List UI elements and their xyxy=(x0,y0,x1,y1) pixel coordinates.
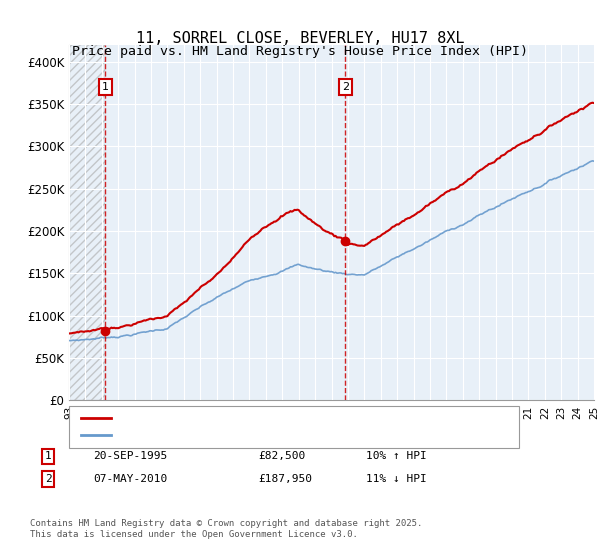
Text: HPI: Average price, detached house, East Riding of Yorkshire: HPI: Average price, detached house, East… xyxy=(117,430,492,440)
Text: 1: 1 xyxy=(102,82,109,92)
Text: £82,500: £82,500 xyxy=(258,451,305,461)
Text: 10% ↑ HPI: 10% ↑ HPI xyxy=(366,451,427,461)
Text: 2: 2 xyxy=(342,82,349,92)
Text: 11, SORREL CLOSE, BEVERLEY, HU17 8XL: 11, SORREL CLOSE, BEVERLEY, HU17 8XL xyxy=(136,31,464,46)
Text: Contains HM Land Registry data © Crown copyright and database right 2025.
This d: Contains HM Land Registry data © Crown c… xyxy=(30,520,422,539)
Text: 07-MAY-2010: 07-MAY-2010 xyxy=(93,474,167,484)
Text: 20-SEP-1995: 20-SEP-1995 xyxy=(93,451,167,461)
Text: Price paid vs. HM Land Registry's House Price Index (HPI): Price paid vs. HM Land Registry's House … xyxy=(72,45,528,58)
Text: 11, SORREL CLOSE, BEVERLEY, HU17 8XL (detached house): 11, SORREL CLOSE, BEVERLEY, HU17 8XL (de… xyxy=(117,413,448,423)
Text: 11% ↓ HPI: 11% ↓ HPI xyxy=(366,474,427,484)
Text: 1: 1 xyxy=(44,451,52,461)
Text: £187,950: £187,950 xyxy=(258,474,312,484)
Text: 2: 2 xyxy=(44,474,52,484)
